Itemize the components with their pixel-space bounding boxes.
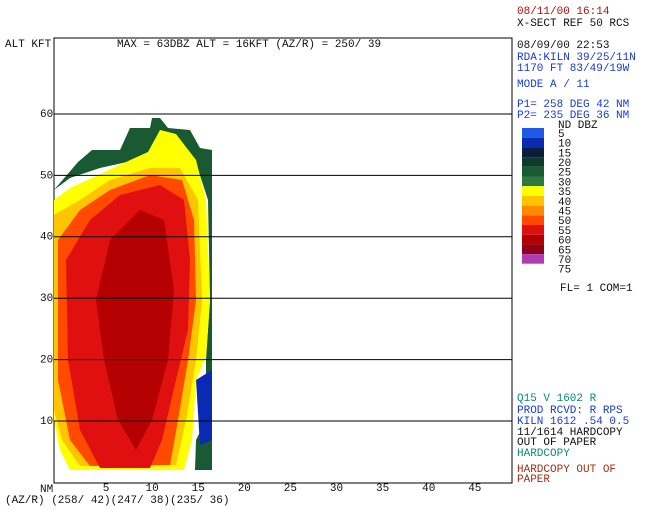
status-line: HARDCOPY (517, 448, 570, 460)
legend-swatch (522, 205, 544, 216)
legend-swatch (522, 166, 544, 177)
flags: FL= 1 COM=1 (560, 283, 633, 295)
y-tick-label: 10 (40, 416, 53, 428)
legend-label: 30 (558, 177, 571, 189)
legend-swatch (522, 225, 544, 235)
legend-swatch (522, 254, 544, 264)
legend-swatch (522, 128, 544, 138)
rda: RDA:KILN 39/25/11N (517, 52, 636, 64)
radar-echo (54, 118, 212, 470)
legend-swatch (522, 157, 544, 167)
y-tick-label: 40 (40, 232, 53, 244)
status-line: OUT OF PAPER (517, 437, 597, 449)
x-tick-label: 20 (238, 483, 251, 495)
status-line: PAPER (517, 474, 550, 486)
x-tick-label: 35 (376, 483, 389, 495)
legend-label: 40 (558, 197, 571, 209)
timestamp: 08/11/00 16:14 (517, 6, 610, 18)
x-tick-label: 25 (284, 483, 297, 495)
legend-swatch (522, 234, 544, 245)
legend-header: ND DBZ (558, 120, 598, 132)
legend-swatch (522, 263, 544, 274)
legend-label: 60 (558, 236, 571, 248)
y-tick-label: 20 (40, 355, 53, 367)
point-1: P1= 258 DEG 42 NM (517, 99, 629, 111)
legend-label: 65 (558, 245, 571, 257)
status-line: PROD RCVD: R RPS (517, 405, 623, 417)
x-tick-label: 45 (468, 483, 481, 495)
legend-swatch (522, 195, 544, 206)
y-tick-label: 60 (40, 109, 53, 121)
legend-label: 35 (558, 187, 571, 199)
legend-label: 15 (558, 148, 571, 160)
legend-swatch (522, 137, 544, 148)
x-tick-label: 15 (192, 483, 205, 495)
y-axis-label: ALT KFT (5, 39, 52, 51)
elevation: 1170 FT 83/49/19W (517, 63, 630, 75)
product: X-SECT REF 50 RCS (517, 18, 630, 30)
legend-label: 50 (558, 216, 571, 228)
legend-swatch (522, 215, 544, 225)
az-range-label: (AZ/R) (258/ 42)(247/ 38)(235/ 36) (5, 495, 229, 507)
x-tick-label: 30 (330, 483, 343, 495)
date: 08/09/00 22:53 (517, 40, 609, 52)
legend-swatch (522, 176, 544, 187)
point-2: P2= 235 DEG 36 NM (517, 110, 629, 122)
status-line: Q15 V 1602 R (517, 393, 597, 405)
x-tick-label: 10 (145, 483, 158, 495)
x-tick-label: 5 (103, 483, 110, 495)
max-info: MAX = 63DBZ ALT = 16KFT (AZ/R) = 250/ 39 (117, 39, 381, 51)
status-line: 11/1614 HARDCOPY (517, 427, 623, 439)
legend-swatch (522, 244, 544, 255)
legend-swatch (522, 186, 544, 196)
status-line: HARDCOPY OUT OF (517, 464, 616, 476)
legend-label: 5 (558, 129, 565, 141)
legend-label: 20 (558, 158, 571, 170)
legend-label: 45 (558, 207, 571, 219)
legend-label: 25 (558, 168, 571, 180)
legend-label: 75 (558, 265, 571, 277)
legend-swatch (522, 147, 544, 158)
mode: MODE A / 11 (517, 79, 590, 91)
x-tick-label: 40 (422, 483, 435, 495)
legend-label: 10 (558, 139, 571, 151)
y-tick-label: 50 (40, 170, 53, 182)
x-unit: NM (40, 484, 53, 496)
status-line: KILN 1612 .54 0.5 (517, 416, 629, 428)
legend-label: 55 (558, 226, 571, 238)
legend-label: 70 (558, 255, 571, 267)
y-tick-label: 30 (40, 293, 53, 305)
